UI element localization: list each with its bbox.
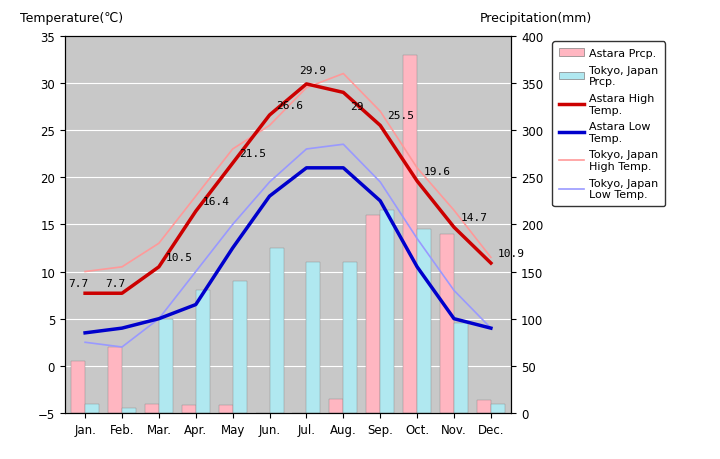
Text: 21.5: 21.5	[240, 149, 266, 159]
Bar	[343, 263, 357, 413]
Text: 7.7: 7.7	[68, 279, 89, 289]
Text: 10.5: 10.5	[166, 252, 193, 263]
Bar	[71, 361, 85, 413]
Bar	[366, 215, 380, 413]
Bar	[329, 399, 343, 413]
Legend: Astara Prcp., Tokyo, Japan
Prcp., Astara High
Temp., Astara Low
Temp., Tokyo, Ja: Astara Prcp., Tokyo, Japan Prcp., Astara…	[552, 42, 665, 207]
Bar	[491, 404, 505, 413]
Text: 29: 29	[351, 102, 364, 112]
Text: Precipitation(mm): Precipitation(mm)	[480, 12, 592, 25]
Text: 14.7: 14.7	[461, 213, 488, 223]
Text: 16.4: 16.4	[203, 197, 230, 207]
Bar	[219, 406, 233, 413]
Bar	[403, 56, 417, 413]
Text: 26.6: 26.6	[276, 101, 304, 111]
Text: 25.5: 25.5	[387, 111, 414, 121]
Bar	[380, 211, 395, 413]
Text: Temperature(℃): Temperature(℃)	[20, 12, 123, 25]
Bar	[145, 404, 159, 413]
Bar	[307, 263, 320, 413]
Bar	[477, 400, 491, 413]
Text: 29.9: 29.9	[300, 66, 326, 76]
Bar	[85, 404, 99, 413]
Bar	[108, 347, 122, 413]
Text: 10.9: 10.9	[498, 249, 525, 258]
Bar	[440, 234, 454, 413]
Bar	[233, 281, 247, 413]
Bar	[122, 409, 136, 413]
Bar	[159, 319, 173, 413]
Bar	[181, 406, 196, 413]
Bar	[417, 230, 431, 413]
Bar	[196, 291, 210, 413]
Text: 19.6: 19.6	[424, 167, 451, 177]
Bar	[269, 248, 284, 413]
Text: 7.7: 7.7	[105, 279, 125, 289]
Bar	[454, 324, 468, 413]
